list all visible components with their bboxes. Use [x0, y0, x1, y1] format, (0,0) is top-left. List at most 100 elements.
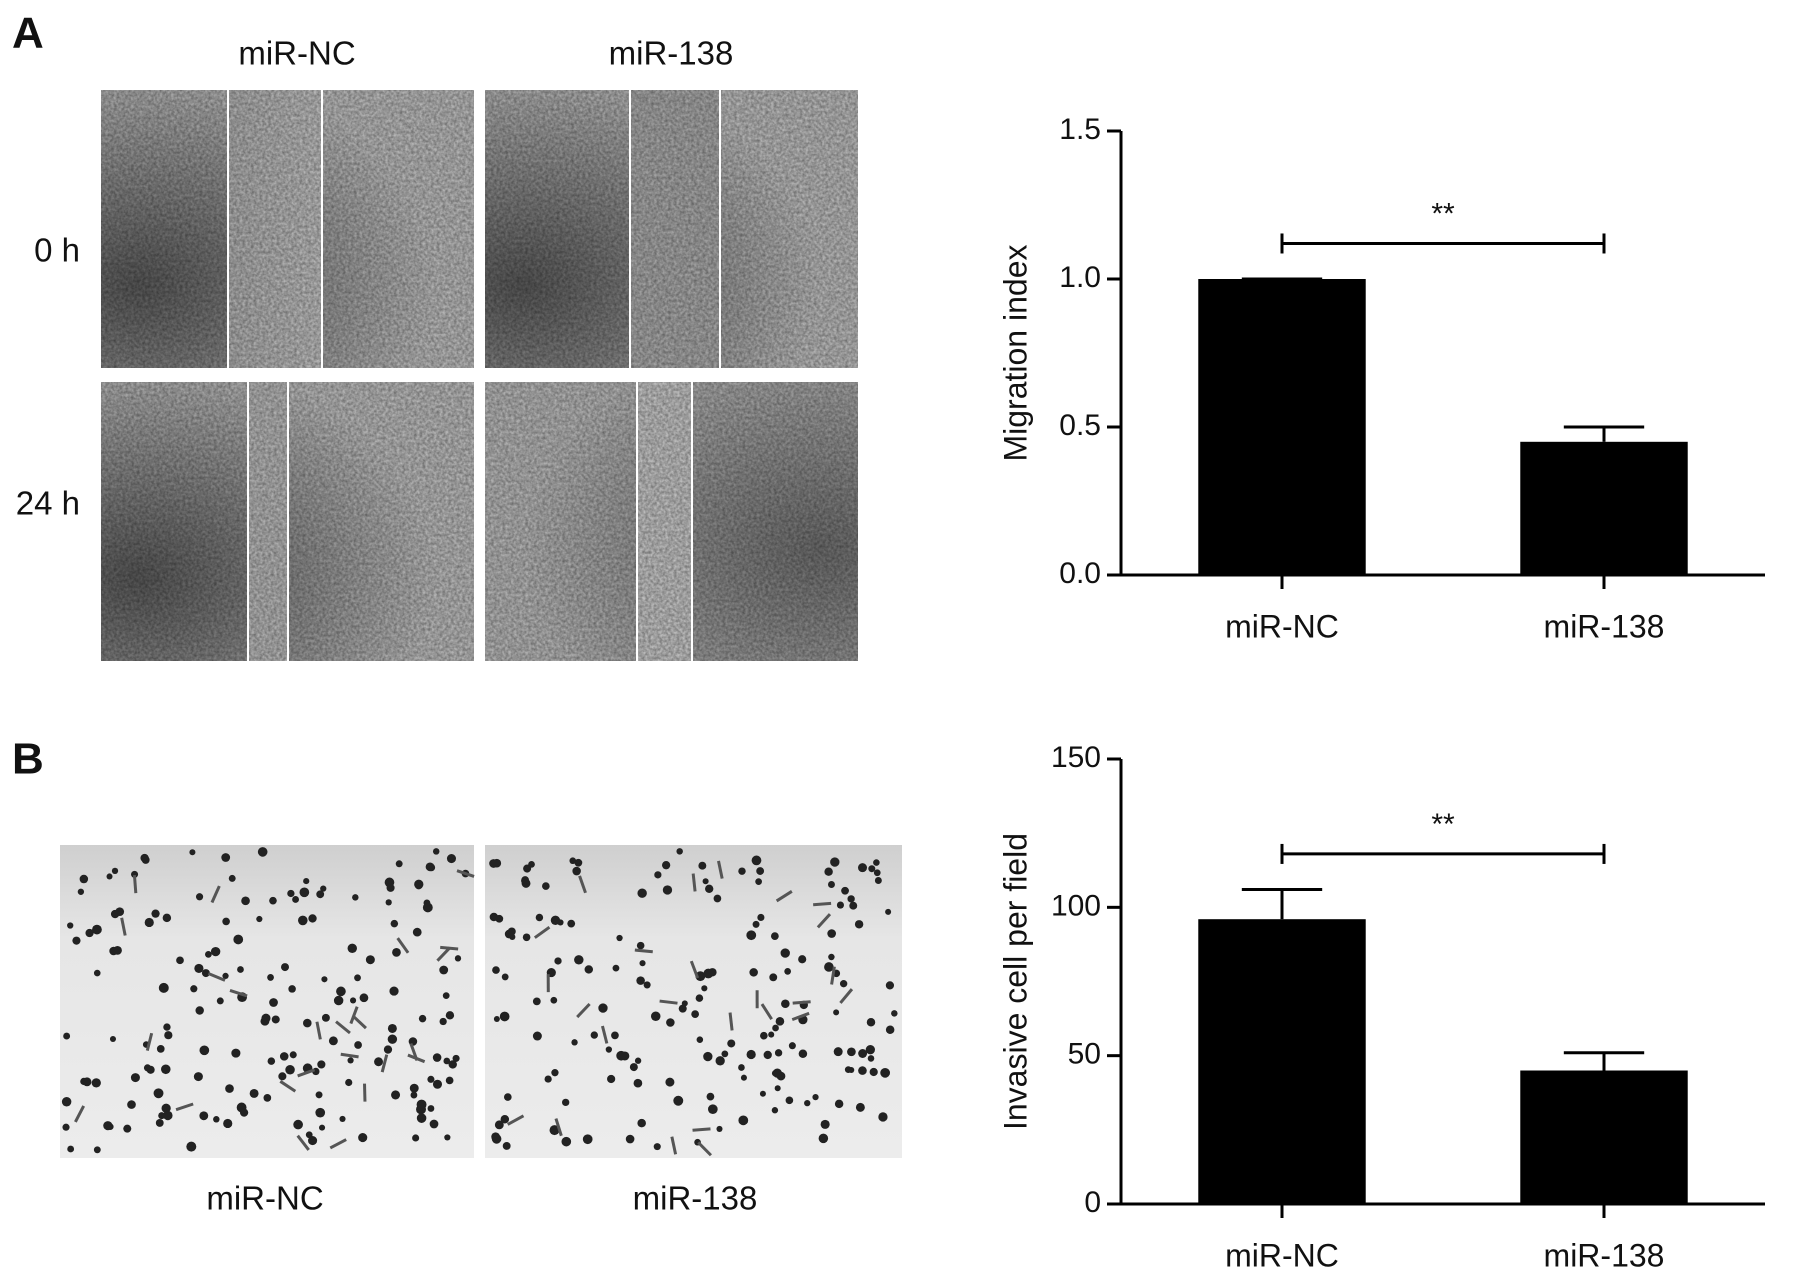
cell: [637, 1118, 646, 1128]
cell: [387, 1034, 398, 1044]
cell: [492, 966, 500, 974]
cell: [571, 1039, 578, 1046]
cell: [446, 854, 456, 864]
cell-process: [839, 988, 854, 1004]
cell: [567, 919, 576, 928]
cell: [662, 885, 673, 895]
cell: [263, 1094, 272, 1102]
cell: [199, 1111, 209, 1121]
cell-process: [315, 1021, 322, 1040]
cell: [780, 948, 790, 958]
cell-process: [74, 1105, 86, 1123]
cell: [705, 884, 714, 893]
cell: [665, 1077, 675, 1087]
cell: [67, 1145, 75, 1153]
cell: [77, 888, 85, 895]
cell: [532, 997, 541, 1006]
cell: [650, 1011, 661, 1022]
cell: [140, 853, 149, 863]
cell: [109, 946, 118, 956]
cell-process: [533, 925, 551, 939]
cell: [691, 1010, 700, 1018]
cell-process: [351, 1014, 367, 1030]
cell: [127, 1100, 136, 1109]
cell: [427, 1105, 435, 1112]
cell: [72, 936, 81, 945]
cell: [186, 1141, 197, 1152]
cell: [317, 1060, 326, 1069]
cell: [858, 1066, 867, 1075]
cell: [416, 1099, 427, 1110]
cell: [163, 1023, 171, 1031]
cell: [830, 857, 840, 867]
cell: [812, 1094, 819, 1101]
cell: [676, 848, 683, 855]
cell: [93, 969, 101, 977]
cell: [493, 1015, 500, 1022]
y-axis-label: Migration index: [997, 245, 1033, 462]
cell: [201, 969, 210, 978]
micrograph-texture: [485, 90, 858, 368]
cell: [522, 933, 531, 942]
cell: [427, 1075, 435, 1083]
cell: [195, 1006, 204, 1015]
cell: [384, 877, 395, 888]
cell: [349, 997, 357, 1004]
cell: [662, 861, 671, 870]
cell: [634, 1057, 642, 1064]
cell: [315, 1107, 326, 1118]
cell: [874, 877, 882, 884]
cell: [798, 955, 807, 964]
cell: [738, 1115, 749, 1126]
cell: [269, 998, 278, 1007]
cell: [616, 1050, 627, 1061]
cell: [164, 1031, 173, 1040]
cell: [582, 1134, 593, 1145]
cell: [452, 1054, 460, 1062]
cell: [561, 1136, 572, 1147]
cell: [706, 1092, 715, 1101]
cell: [80, 1077, 88, 1086]
cell: [387, 1023, 397, 1033]
significance-label: **: [1431, 197, 1455, 230]
cell-process: [816, 913, 832, 929]
cell: [249, 1088, 259, 1098]
cell: [222, 972, 229, 980]
cell: [833, 1047, 843, 1057]
cell: [759, 1090, 766, 1097]
cell: [554, 957, 562, 965]
cell: [598, 1003, 608, 1013]
cell: [746, 930, 757, 941]
cell: [528, 861, 535, 868]
cell: [161, 1103, 171, 1113]
cell: [374, 1057, 384, 1067]
cell: [491, 1134, 502, 1144]
cell: [222, 917, 230, 926]
panel-label: B: [12, 735, 44, 784]
cell: [503, 1093, 512, 1101]
cell: [854, 920, 864, 929]
cell: [418, 1014, 427, 1023]
cell: [62, 1123, 70, 1131]
cell: [443, 1057, 451, 1065]
cell: [774, 1049, 783, 1057]
cell: [847, 895, 855, 903]
x-tick-label: miR-138: [1544, 1237, 1665, 1273]
cell: [269, 896, 277, 905]
bar: [1520, 1070, 1688, 1204]
cell: [532, 1031, 542, 1041]
cell: [287, 889, 295, 898]
cell: [321, 976, 328, 983]
cell: [448, 1060, 457, 1069]
cell: [432, 848, 440, 855]
cell: [494, 1120, 504, 1130]
x-tick-label: miR-NC: [1225, 608, 1339, 644]
cell: [607, 1074, 616, 1084]
y-tick-label: 0: [1084, 1186, 1101, 1219]
panel-label: A: [12, 9, 44, 58]
cell: [233, 934, 244, 945]
cell: [866, 1018, 876, 1027]
cell: [713, 894, 722, 903]
column-label: miR-NC: [238, 35, 355, 72]
